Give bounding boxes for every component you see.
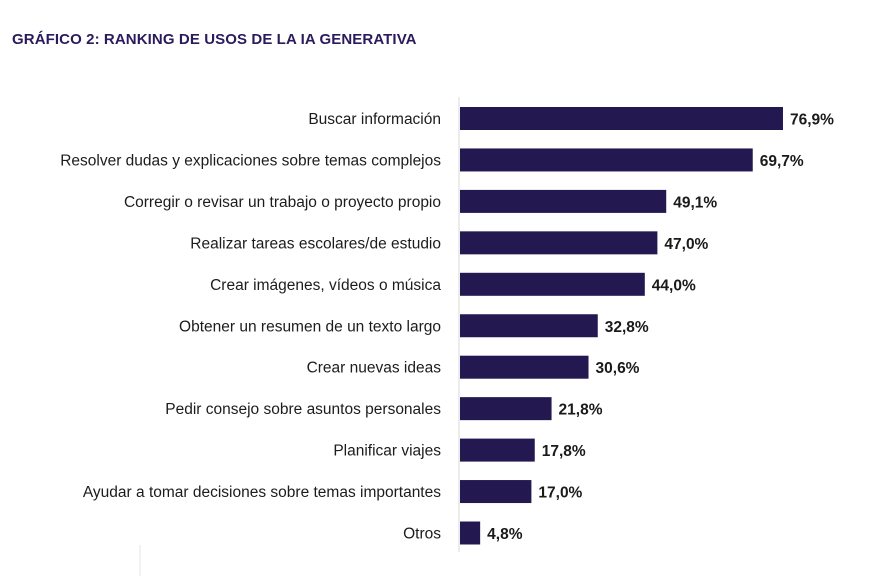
bar <box>460 148 753 172</box>
value-label: 69,7% <box>760 153 804 170</box>
value-label: 17,8% <box>542 443 586 460</box>
category-label: Corregir o revisar un trabajo o proyecto… <box>124 194 441 211</box>
bar <box>460 438 535 462</box>
category-label: Realizar tareas escolares/de estudio <box>190 235 441 252</box>
value-label: 44,0% <box>652 277 696 294</box>
bar <box>460 189 667 213</box>
category-label: Crear nuevas ideas <box>307 360 442 377</box>
chart-title: GRÁFICO 2: RANKING DE USOS DE LA IA GENE… <box>12 31 417 48</box>
value-label: 21,8% <box>559 402 603 419</box>
value-label: 32,8% <box>605 319 649 336</box>
bar <box>460 107 783 130</box>
bar <box>460 355 589 379</box>
bar <box>460 272 645 296</box>
bar <box>460 521 481 545</box>
value-label: 30,6% <box>596 360 640 377</box>
value-label: 4,8% <box>487 526 523 543</box>
category-label: Ayudar a tomar decisiones sobre temas im… <box>83 484 441 501</box>
value-label: 17,0% <box>538 485 582 502</box>
bars-group: Buscar información 76,9% Resolver dudas y … <box>60 107 834 545</box>
category-label: Pedir consejo sobre asuntos personales <box>165 401 441 418</box>
bar <box>460 397 552 421</box>
value-label: 47,0% <box>664 236 708 253</box>
category-label: Buscar información <box>308 111 441 128</box>
bar <box>460 480 532 504</box>
category-label: Planificar viajes <box>333 443 441 460</box>
category-label: Resolver dudas y explicaciones sobre tem… <box>60 152 441 169</box>
category-label: Crear imágenes, vídeos o música <box>210 277 441 294</box>
category-label: Otros <box>403 526 441 543</box>
value-label: 49,1% <box>673 194 717 211</box>
category-label: Obtener un resumen de un texto largo <box>179 318 441 335</box>
bar <box>460 231 658 255</box>
bar <box>460 314 598 338</box>
value-label: 76,9% <box>790 112 834 129</box>
